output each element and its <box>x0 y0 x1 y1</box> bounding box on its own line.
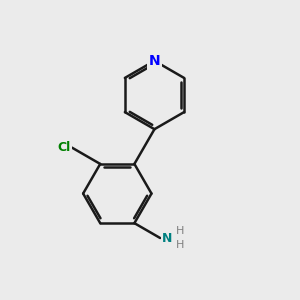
Text: H: H <box>176 239 184 250</box>
Text: N: N <box>162 232 172 244</box>
Text: H: H <box>176 226 184 236</box>
Text: N: N <box>148 54 160 68</box>
Text: Cl: Cl <box>57 141 70 154</box>
